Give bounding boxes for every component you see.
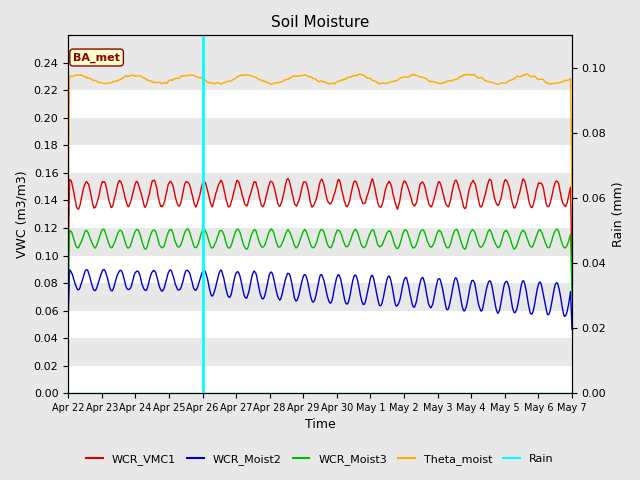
- Bar: [68, 311, 572, 338]
- Bar: [68, 63, 572, 90]
- Y-axis label: Rain (mm): Rain (mm): [612, 181, 625, 247]
- Bar: [68, 90, 572, 118]
- Bar: [68, 255, 572, 283]
- Bar: [68, 366, 572, 393]
- Title: Soil Moisture: Soil Moisture: [271, 15, 369, 30]
- Bar: [68, 201, 572, 228]
- Bar: [68, 228, 572, 255]
- Text: BA_met: BA_met: [73, 52, 120, 63]
- Bar: [68, 173, 572, 201]
- Bar: [68, 283, 572, 311]
- Y-axis label: VWC (m3/m3): VWC (m3/m3): [15, 170, 28, 258]
- Bar: [68, 338, 572, 366]
- Bar: [68, 118, 572, 145]
- Bar: [68, 145, 572, 173]
- X-axis label: Time: Time: [305, 419, 335, 432]
- Legend: WCR_VMC1, WCR_Moist2, WCR_Moist3, Theta_moist, Rain: WCR_VMC1, WCR_Moist2, WCR_Moist3, Theta_…: [82, 450, 558, 469]
